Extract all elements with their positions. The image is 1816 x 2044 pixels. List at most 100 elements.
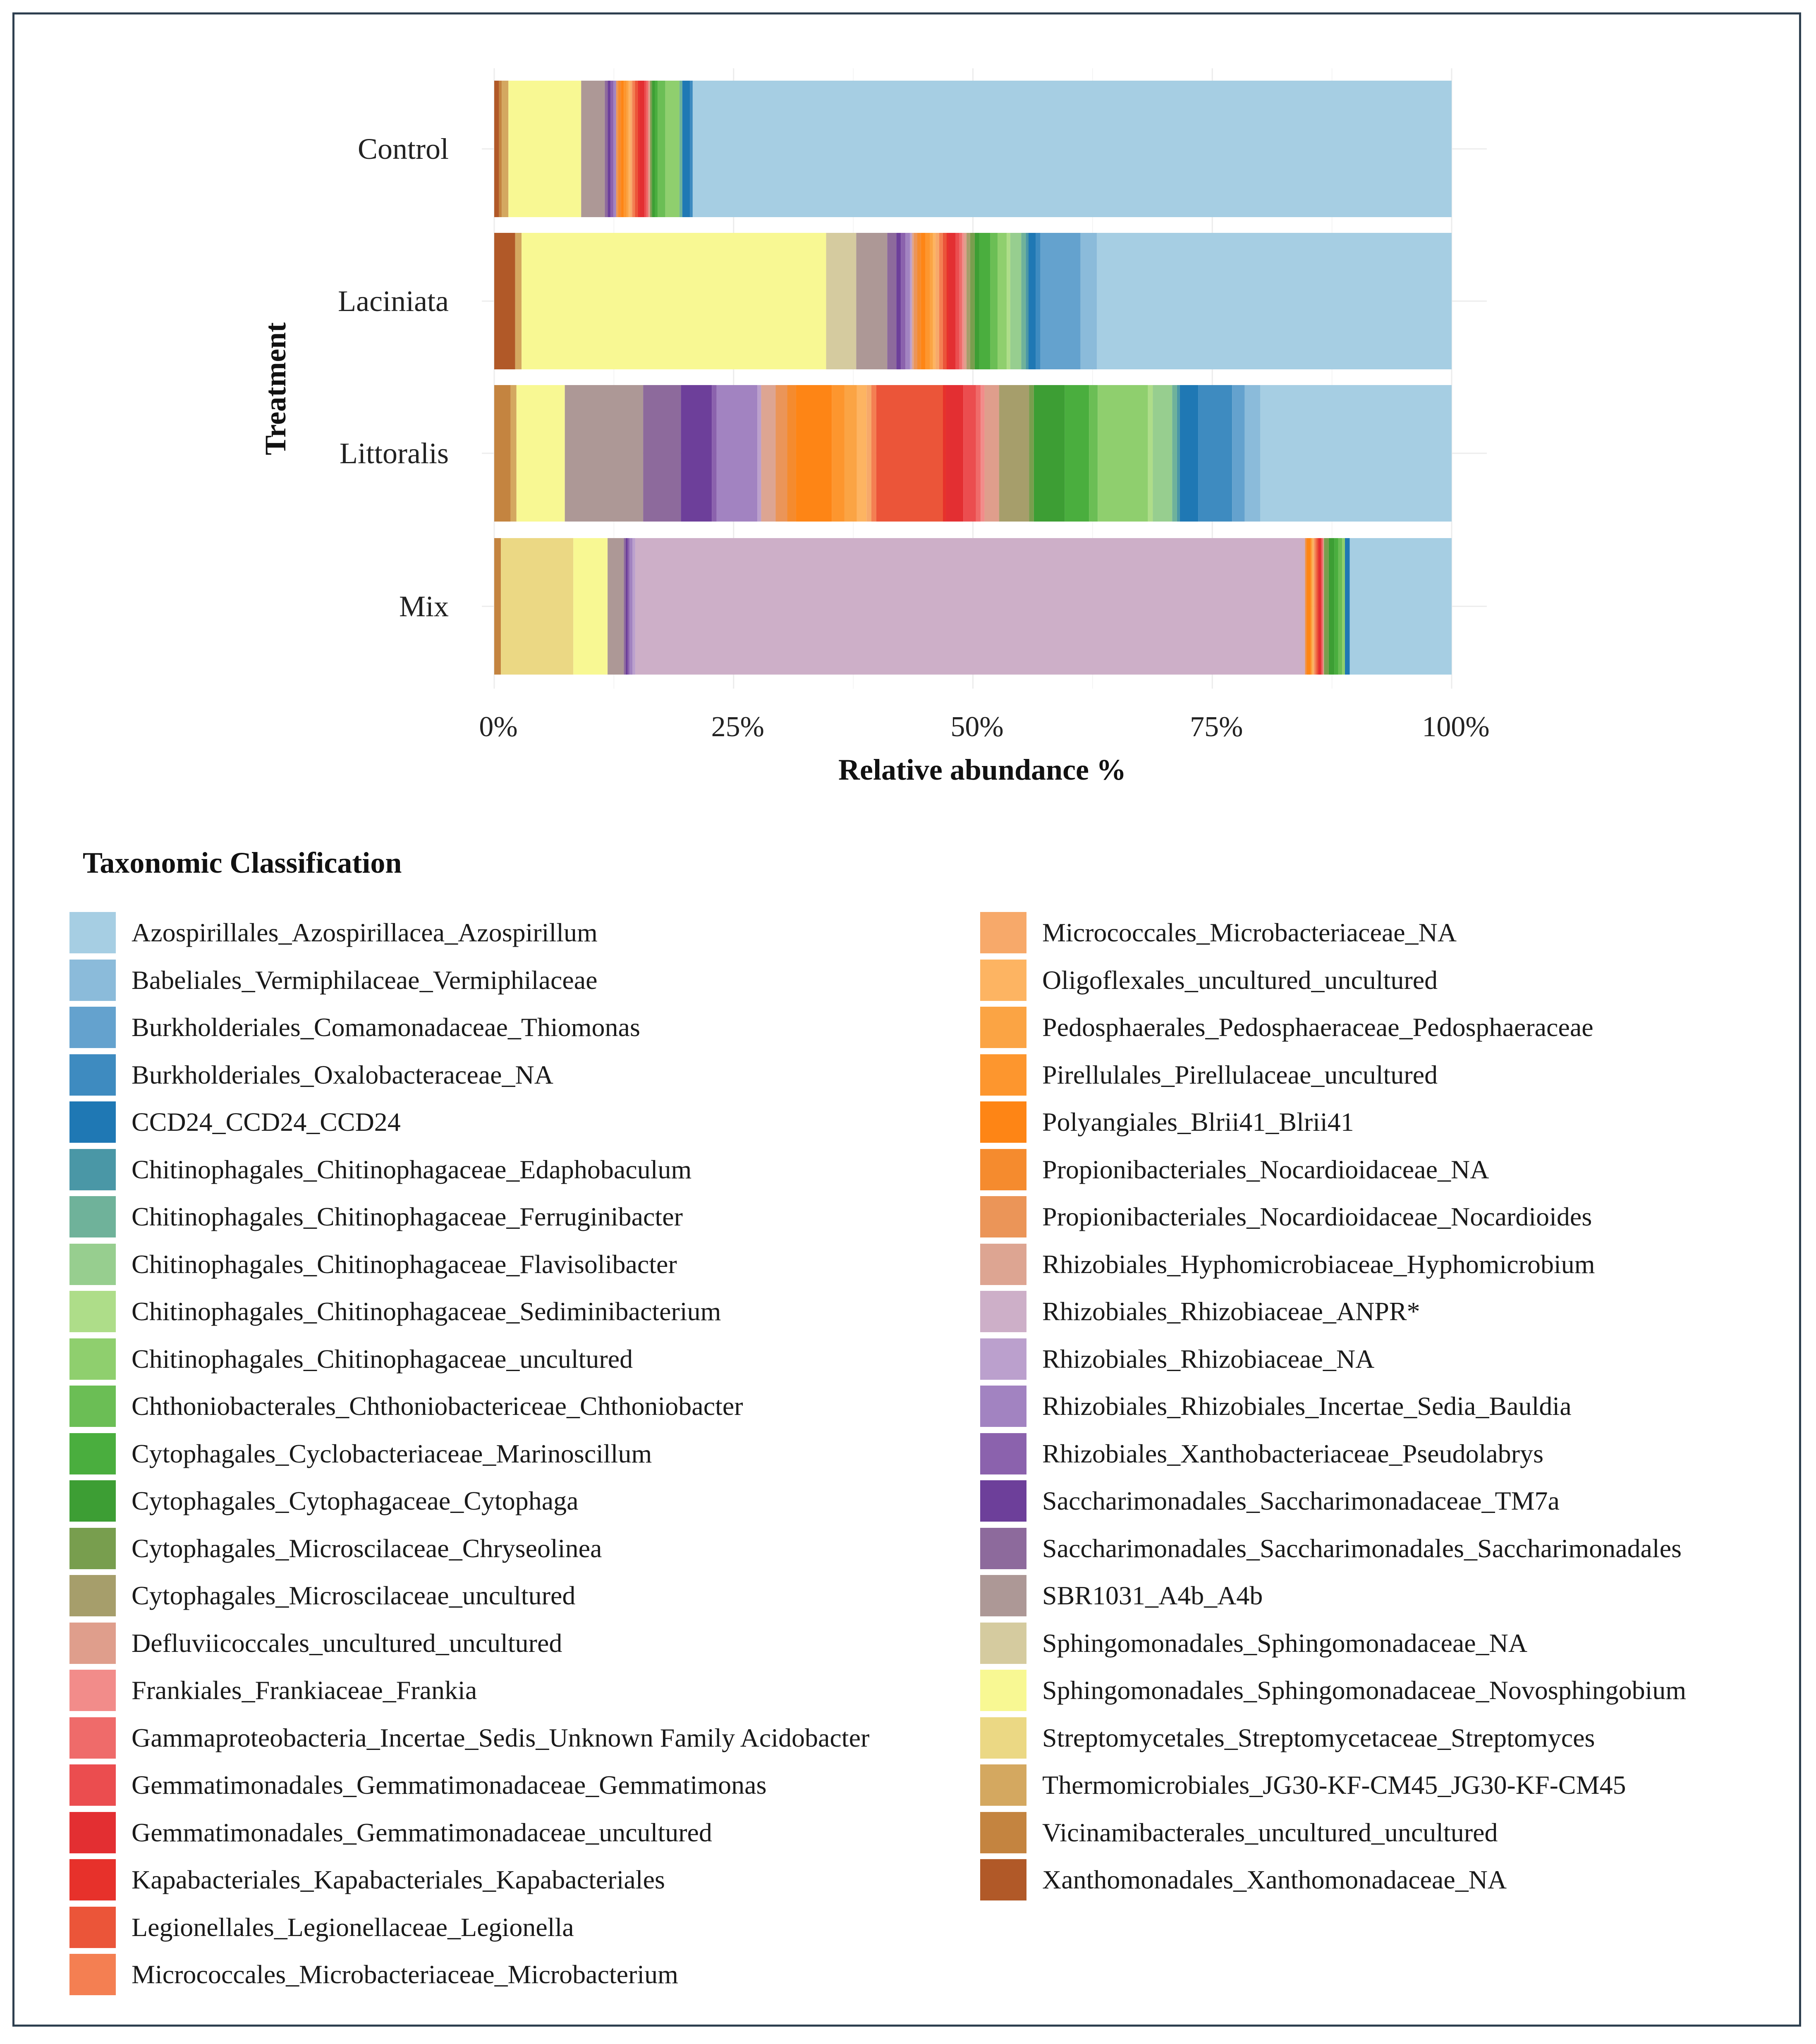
axes: Relative abundance % Treatment Control La…: [259, 132, 1490, 786]
bar-segment: [1010, 233, 1022, 369]
legend-swatch: [980, 1527, 1026, 1569]
bar-segment: [796, 385, 832, 522]
bar-segment: [979, 233, 991, 369]
legend-swatch: [980, 1196, 1026, 1237]
legend-swatch: [980, 1670, 1026, 1711]
bar-segment: [857, 385, 867, 522]
bar-segment: [618, 81, 621, 217]
bar-segment: [1345, 538, 1350, 675]
bar-segment: [665, 81, 680, 217]
bar-segment: [1177, 385, 1180, 522]
legend-swatch: [69, 1243, 116, 1285]
bar-segment: [1148, 385, 1153, 522]
legend-swatch: [980, 912, 1026, 953]
bar-segment: [1306, 538, 1311, 675]
bar-segment: [1007, 233, 1010, 369]
bar-segment: [1349, 538, 1452, 675]
x-tick-label: 75%: [1190, 711, 1243, 743]
bar-segment: [955, 233, 959, 369]
bar-segment: [515, 233, 522, 369]
bar-segment: [998, 233, 1007, 369]
bar-segment: [1153, 385, 1172, 522]
bar-segment: [1021, 233, 1026, 369]
bar-segment: [1314, 538, 1316, 675]
bar-segment: [1097, 233, 1452, 369]
bar-segment: [1260, 385, 1452, 522]
bar-segment: [866, 385, 871, 522]
legend-swatch: [69, 959, 116, 1001]
legend-swatch: [69, 1670, 116, 1711]
bar-segment: [1322, 538, 1323, 675]
bar-segment: [826, 233, 857, 369]
y-tick-label: Control: [358, 132, 449, 165]
legend-label: Cytophagales_Microscilaceae_Chryseolinea: [132, 1533, 602, 1563]
bar-segment: [650, 81, 652, 217]
legend-swatch: [980, 1101, 1026, 1143]
bar-segment: [1334, 538, 1338, 675]
bar-segment: [624, 538, 626, 675]
bar-segment: [516, 385, 565, 522]
bar-segment: [984, 385, 999, 522]
bar-segment: [832, 385, 845, 522]
bar-segment: [1342, 538, 1345, 675]
legend-label: Cytophagales_Cytophagaceae_Cytophaga: [132, 1486, 579, 1515]
legend-label: Micrococcales_Microbacteriaceae_Microbac…: [132, 1960, 678, 1989]
bar-segment: [608, 81, 611, 217]
bar-segment: [629, 538, 633, 675]
bar-segment: [871, 385, 876, 522]
legend-label: Gemmatimonadales_Gemmatimonadaceae_Gemma…: [132, 1770, 767, 1800]
bar-segment: [643, 385, 681, 522]
bar-segment: [876, 385, 943, 522]
bar-segment: [581, 81, 605, 217]
bar-segment: [930, 233, 933, 369]
legend-swatch: [69, 1575, 116, 1616]
bar-segment: [1029, 385, 1034, 522]
bar-segment: [608, 538, 624, 675]
bar-segment: [1172, 385, 1177, 522]
bar-segment: [648, 81, 651, 217]
legend-label: Burkholderiales_Comamonadaceae_Thiomonas: [132, 1012, 640, 1042]
legend-swatch: [69, 1433, 116, 1474]
y-axis-title: Treatment: [259, 322, 292, 455]
bar-segment: [936, 233, 939, 369]
legend-swatch: [980, 1149, 1026, 1190]
bar-segment: [605, 81, 608, 217]
bar-segment: [1198, 385, 1232, 522]
bar-segment: [963, 385, 976, 522]
bar-segment: [844, 385, 857, 522]
legend-label: Chitinophagales_Chitinophagaceae_Ferrugi…: [132, 1202, 683, 1231]
legend-label: Rhizobiales_Rhizobiaceae_NA: [1042, 1344, 1375, 1374]
bar-segment: [943, 385, 946, 522]
legend-label: Saccharimonadales_Saccharimonadaceae_TM7…: [1042, 1486, 1560, 1515]
bar-segment: [1034, 385, 1065, 522]
legend-label: Defluviicoccales_uncultured_uncultured: [132, 1628, 562, 1658]
legend-swatch: [980, 1812, 1026, 1853]
bar-segment: [1321, 538, 1322, 675]
legend-swatch: [69, 1906, 116, 1948]
bar-segment: [896, 233, 901, 369]
legend-label: Thermomicrobiales_JG30-KF-CM45_JG30-KF-C…: [1042, 1770, 1626, 1800]
bar-segment: [1328, 538, 1335, 675]
legend-swatch: [980, 1007, 1026, 1048]
bar-segment: [494, 81, 499, 217]
legend-label: Chitinophagales_Chitinophagaceae_uncultu…: [132, 1344, 633, 1374]
legend-swatch: [69, 1859, 116, 1900]
bar-segment: [925, 233, 930, 369]
legend-label: Rhizobiales_Rhizobiaceae_ANPR*: [1042, 1297, 1420, 1326]
legend-swatch: [980, 1433, 1026, 1474]
legend-label: Vicinamibacterales_uncultured_uncultured: [1042, 1817, 1498, 1847]
bar-segment: [646, 81, 648, 217]
bar-segment: [981, 385, 985, 522]
legend-swatch: [69, 1764, 116, 1806]
bar-segment: [1040, 233, 1081, 369]
bar-segment: [624, 81, 627, 217]
bar-segment: [901, 233, 906, 369]
bar-segment: [635, 81, 638, 217]
y-tick-label: Laciniata: [338, 285, 449, 318]
bar-segment: [681, 385, 712, 522]
legend-label: Burkholderiales_Oxalobacteraceae_NA: [132, 1060, 553, 1089]
bar-segment: [912, 233, 914, 369]
bar-segment: [613, 81, 616, 217]
bar-segment: [632, 538, 635, 675]
bar-segment: [610, 81, 613, 217]
